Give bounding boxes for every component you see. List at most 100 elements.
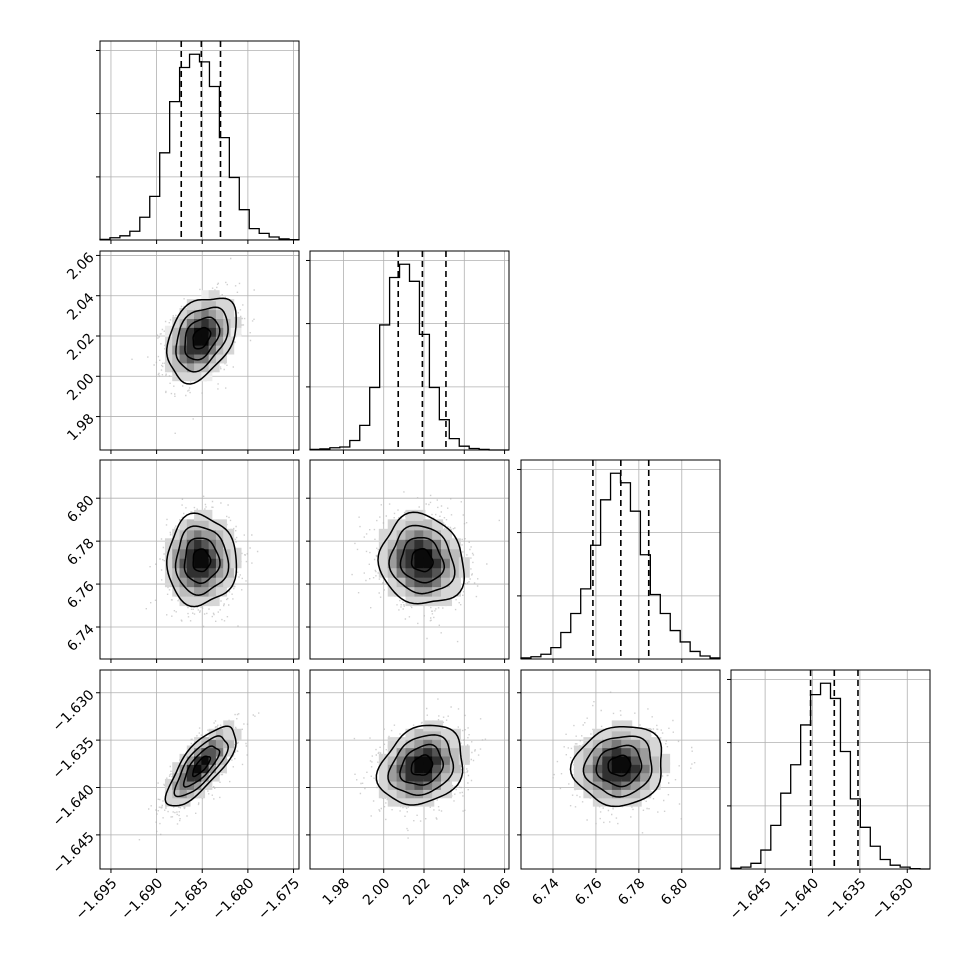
density-cell (423, 538, 435, 550)
density-cell (396, 576, 408, 588)
density-cell (201, 509, 213, 521)
density-cell (423, 737, 435, 749)
density-cell (172, 361, 184, 373)
density-cell (223, 307, 235, 319)
density-cell (396, 557, 408, 569)
density-cell (432, 547, 444, 559)
density-cell (592, 728, 604, 740)
xtick-label-p4: −1.635 (822, 875, 870, 923)
density-cell (215, 299, 227, 311)
density-cell (449, 762, 461, 774)
density-cell (194, 509, 206, 521)
density-cell (186, 370, 198, 382)
contour-line (175, 306, 229, 373)
density-cell (208, 325, 220, 337)
density-cell (172, 795, 184, 807)
contour-line (410, 754, 434, 776)
ytick-label-p4: −1.640 (50, 782, 98, 830)
density-cell (387, 770, 399, 782)
density-cell (432, 519, 444, 531)
density-cell (201, 538, 213, 550)
density-cell (208, 538, 220, 550)
density-cell (201, 290, 213, 302)
xtick-label-p1: −1.690 (118, 875, 166, 923)
density-cell (387, 745, 399, 757)
density-cell (186, 316, 198, 328)
density-cell (194, 557, 206, 569)
contour-line (595, 744, 643, 788)
density-cell (405, 737, 417, 749)
density-cell (378, 547, 390, 559)
density-cell (449, 585, 461, 597)
density-cell (432, 538, 444, 550)
density-cell (179, 585, 191, 597)
density-cell (621, 720, 633, 732)
density-cell (602, 745, 614, 757)
contour-line (399, 536, 446, 584)
density-cell (449, 737, 461, 749)
panel-frame (309, 669, 510, 870)
density-cell (164, 538, 176, 550)
density-cell (201, 361, 213, 373)
density-cell (387, 538, 399, 550)
density-cell (194, 737, 206, 749)
density-cell (583, 737, 595, 749)
density-cell (387, 566, 399, 578)
density-cell (215, 519, 227, 531)
density-cell (215, 334, 227, 346)
panel-plot-area (100, 670, 299, 869)
density-cell (208, 547, 220, 559)
panel-plot-area (100, 460, 299, 659)
density-cell (186, 576, 198, 588)
density-cell (186, 566, 198, 578)
histogram-panel-2 (306, 250, 510, 454)
density-cell (441, 778, 453, 790)
density-cell (441, 585, 453, 597)
ytick-label-p4: −1.635 (50, 734, 98, 782)
density-cell (186, 557, 198, 569)
density-cell (432, 778, 444, 790)
density-cell (432, 528, 444, 540)
density-cell (423, 762, 435, 774)
density-cell (405, 787, 417, 799)
density-cell (172, 585, 184, 597)
density-cell (441, 576, 453, 588)
density-cell (179, 528, 191, 540)
density-cell (208, 728, 220, 740)
density-cell (405, 528, 417, 540)
density-cell (215, 753, 227, 765)
ytick-label-p2: 2.02 (64, 330, 97, 363)
density-cell (449, 576, 461, 588)
density-cell (573, 770, 585, 782)
density-cell (208, 737, 220, 749)
density-cell (208, 316, 220, 328)
density-cell (179, 519, 191, 531)
density-cell (179, 795, 191, 807)
density-cell (621, 728, 633, 740)
density-cell (414, 737, 426, 749)
density-cell (201, 334, 213, 346)
density-cell (172, 316, 184, 328)
density-cell (208, 299, 220, 311)
contour-line (173, 735, 229, 798)
density-cell (194, 778, 206, 790)
density-cell (215, 566, 227, 578)
density-cell (611, 778, 623, 790)
density-cell (194, 307, 206, 319)
density-cell (194, 576, 206, 588)
density-cell (414, 566, 426, 578)
density-cell (201, 737, 213, 749)
density-cell (215, 528, 227, 540)
density-cell (621, 753, 633, 765)
density-cell (201, 745, 213, 757)
ytick-label-p3: 6.76 (64, 578, 97, 611)
density-cell (172, 778, 184, 790)
density-cell (215, 762, 227, 774)
density-cell (164, 325, 176, 337)
density-cell (396, 745, 408, 757)
density-cell (640, 728, 652, 740)
density-cell (172, 557, 184, 569)
density-cell (186, 361, 198, 373)
density-cell (423, 595, 435, 607)
density-cell (432, 585, 444, 597)
